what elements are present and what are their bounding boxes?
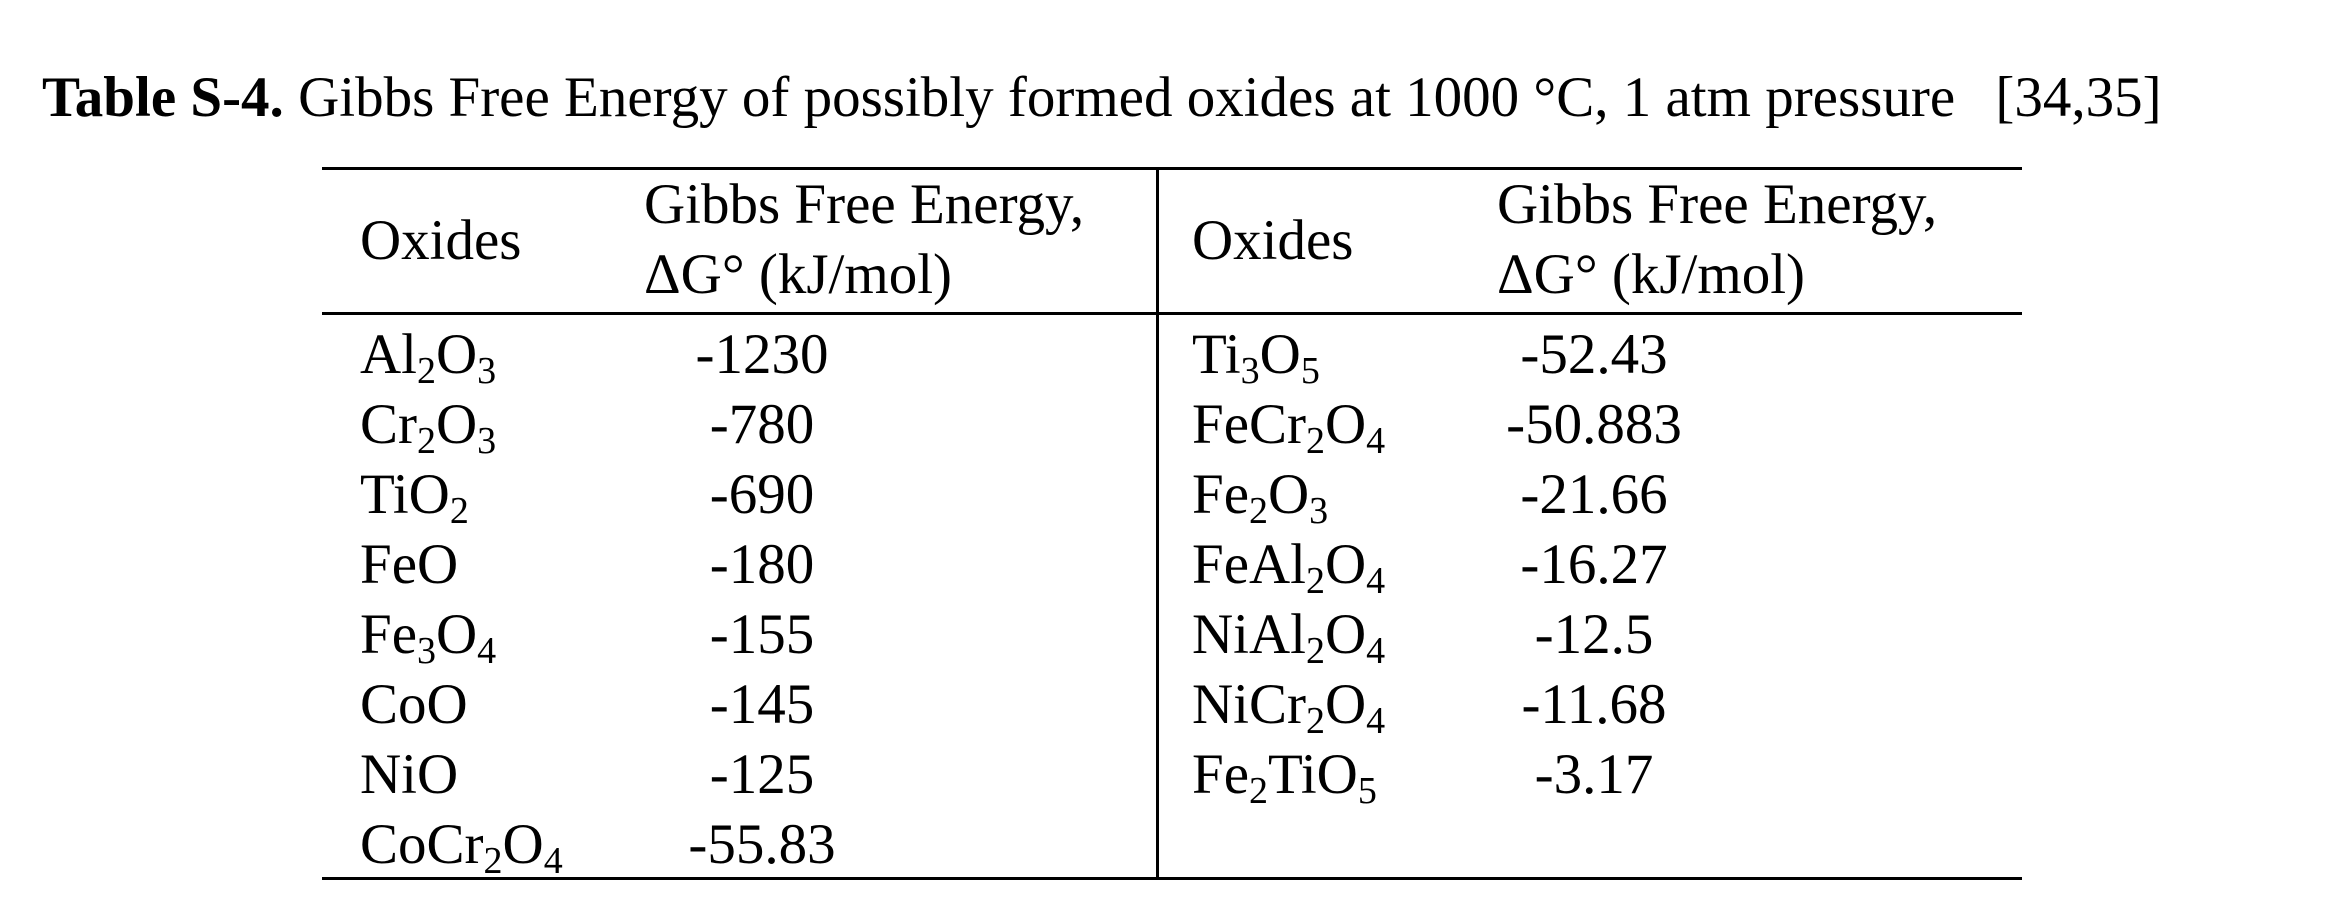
right-energy-cell: -50.883 xyxy=(1506,393,1682,456)
left-energy-cell: -155 xyxy=(709,603,815,666)
caption-label: Table S-4. xyxy=(42,66,284,129)
gibbs-energy-table: Oxides Gibbs Free Energy, ΔG° (kJ/mol) O… xyxy=(322,167,2022,880)
right-oxide-cell: NiCr2O4 xyxy=(1192,673,1386,742)
left-energy-cell: -780 xyxy=(709,393,815,456)
left-energy-cell: -125 xyxy=(709,743,815,806)
left-energy-cell: -180 xyxy=(709,533,815,596)
left-energy-cell: -690 xyxy=(709,463,815,526)
left-oxide-cell: Cr2O3 xyxy=(360,393,497,462)
right-oxide-cell: FeAl2O4 xyxy=(1192,533,1386,602)
right-energy-cell: -21.66 xyxy=(1520,463,1668,526)
right-oxide-cell: Ti3O5 xyxy=(1192,323,1320,392)
right-energy-cell: -52.43 xyxy=(1520,323,1668,386)
right-oxide-cell: FeCr2O4 xyxy=(1192,393,1386,462)
right-energy-cell: -3.17 xyxy=(1534,743,1654,806)
header-energy-right-line2: ΔG° (kJ/mol) xyxy=(1497,243,1806,306)
right-energy-cell: -11.68 xyxy=(1521,673,1667,736)
header-energy-right-line1: Gibbs Free Energy, xyxy=(1497,173,1938,236)
left-oxide-cell: Fe3O4 xyxy=(360,603,497,672)
right-oxide-cell: Fe2O3 xyxy=(1192,463,1329,532)
caption-citation: [34,35] xyxy=(1995,66,2162,129)
right-energy-cell: -12.5 xyxy=(1534,603,1654,666)
left-oxide-cell: FeO xyxy=(360,533,459,596)
left-oxide-cell: NiO xyxy=(360,743,459,806)
left-oxide-cell: TiO2 xyxy=(360,463,469,532)
header-energy-left: Gibbs Free Energy, ΔG° (kJ/mol) xyxy=(644,170,1084,310)
right-oxide-cell: NiAl2O4 xyxy=(1192,603,1386,672)
left-oxide-cell: CoO xyxy=(360,673,468,736)
caption-text: Gibbs Free Energy of possibly formed oxi… xyxy=(298,66,1956,129)
header-oxides-right: Oxides xyxy=(1192,209,1354,272)
table-caption: Table S-4. Gibbs Free Energy of possibly… xyxy=(42,62,2326,134)
header-energy-right: Gibbs Free Energy, ΔG° (kJ/mol) xyxy=(1497,170,1937,310)
left-energy-cell: -1230 xyxy=(695,323,829,386)
left-energy-cell: -145 xyxy=(709,673,815,736)
right-oxide-cell: Fe2TiO5 xyxy=(1192,743,1377,812)
left-energy-cell: -55.83 xyxy=(688,813,836,876)
left-oxide-cell: Al2O3 xyxy=(360,323,497,392)
header-energy-left-line1: Gibbs Free Energy, xyxy=(644,173,1085,236)
left-oxide-cell: CoCr2O4 xyxy=(360,813,563,882)
right-energy-cell: -16.27 xyxy=(1520,533,1668,596)
header-rule xyxy=(322,312,2022,315)
header-energy-left-line2: ΔG° (kJ/mol) xyxy=(644,243,953,306)
header-oxides-left: Oxides xyxy=(360,209,522,272)
column-divider xyxy=(1156,170,1159,877)
